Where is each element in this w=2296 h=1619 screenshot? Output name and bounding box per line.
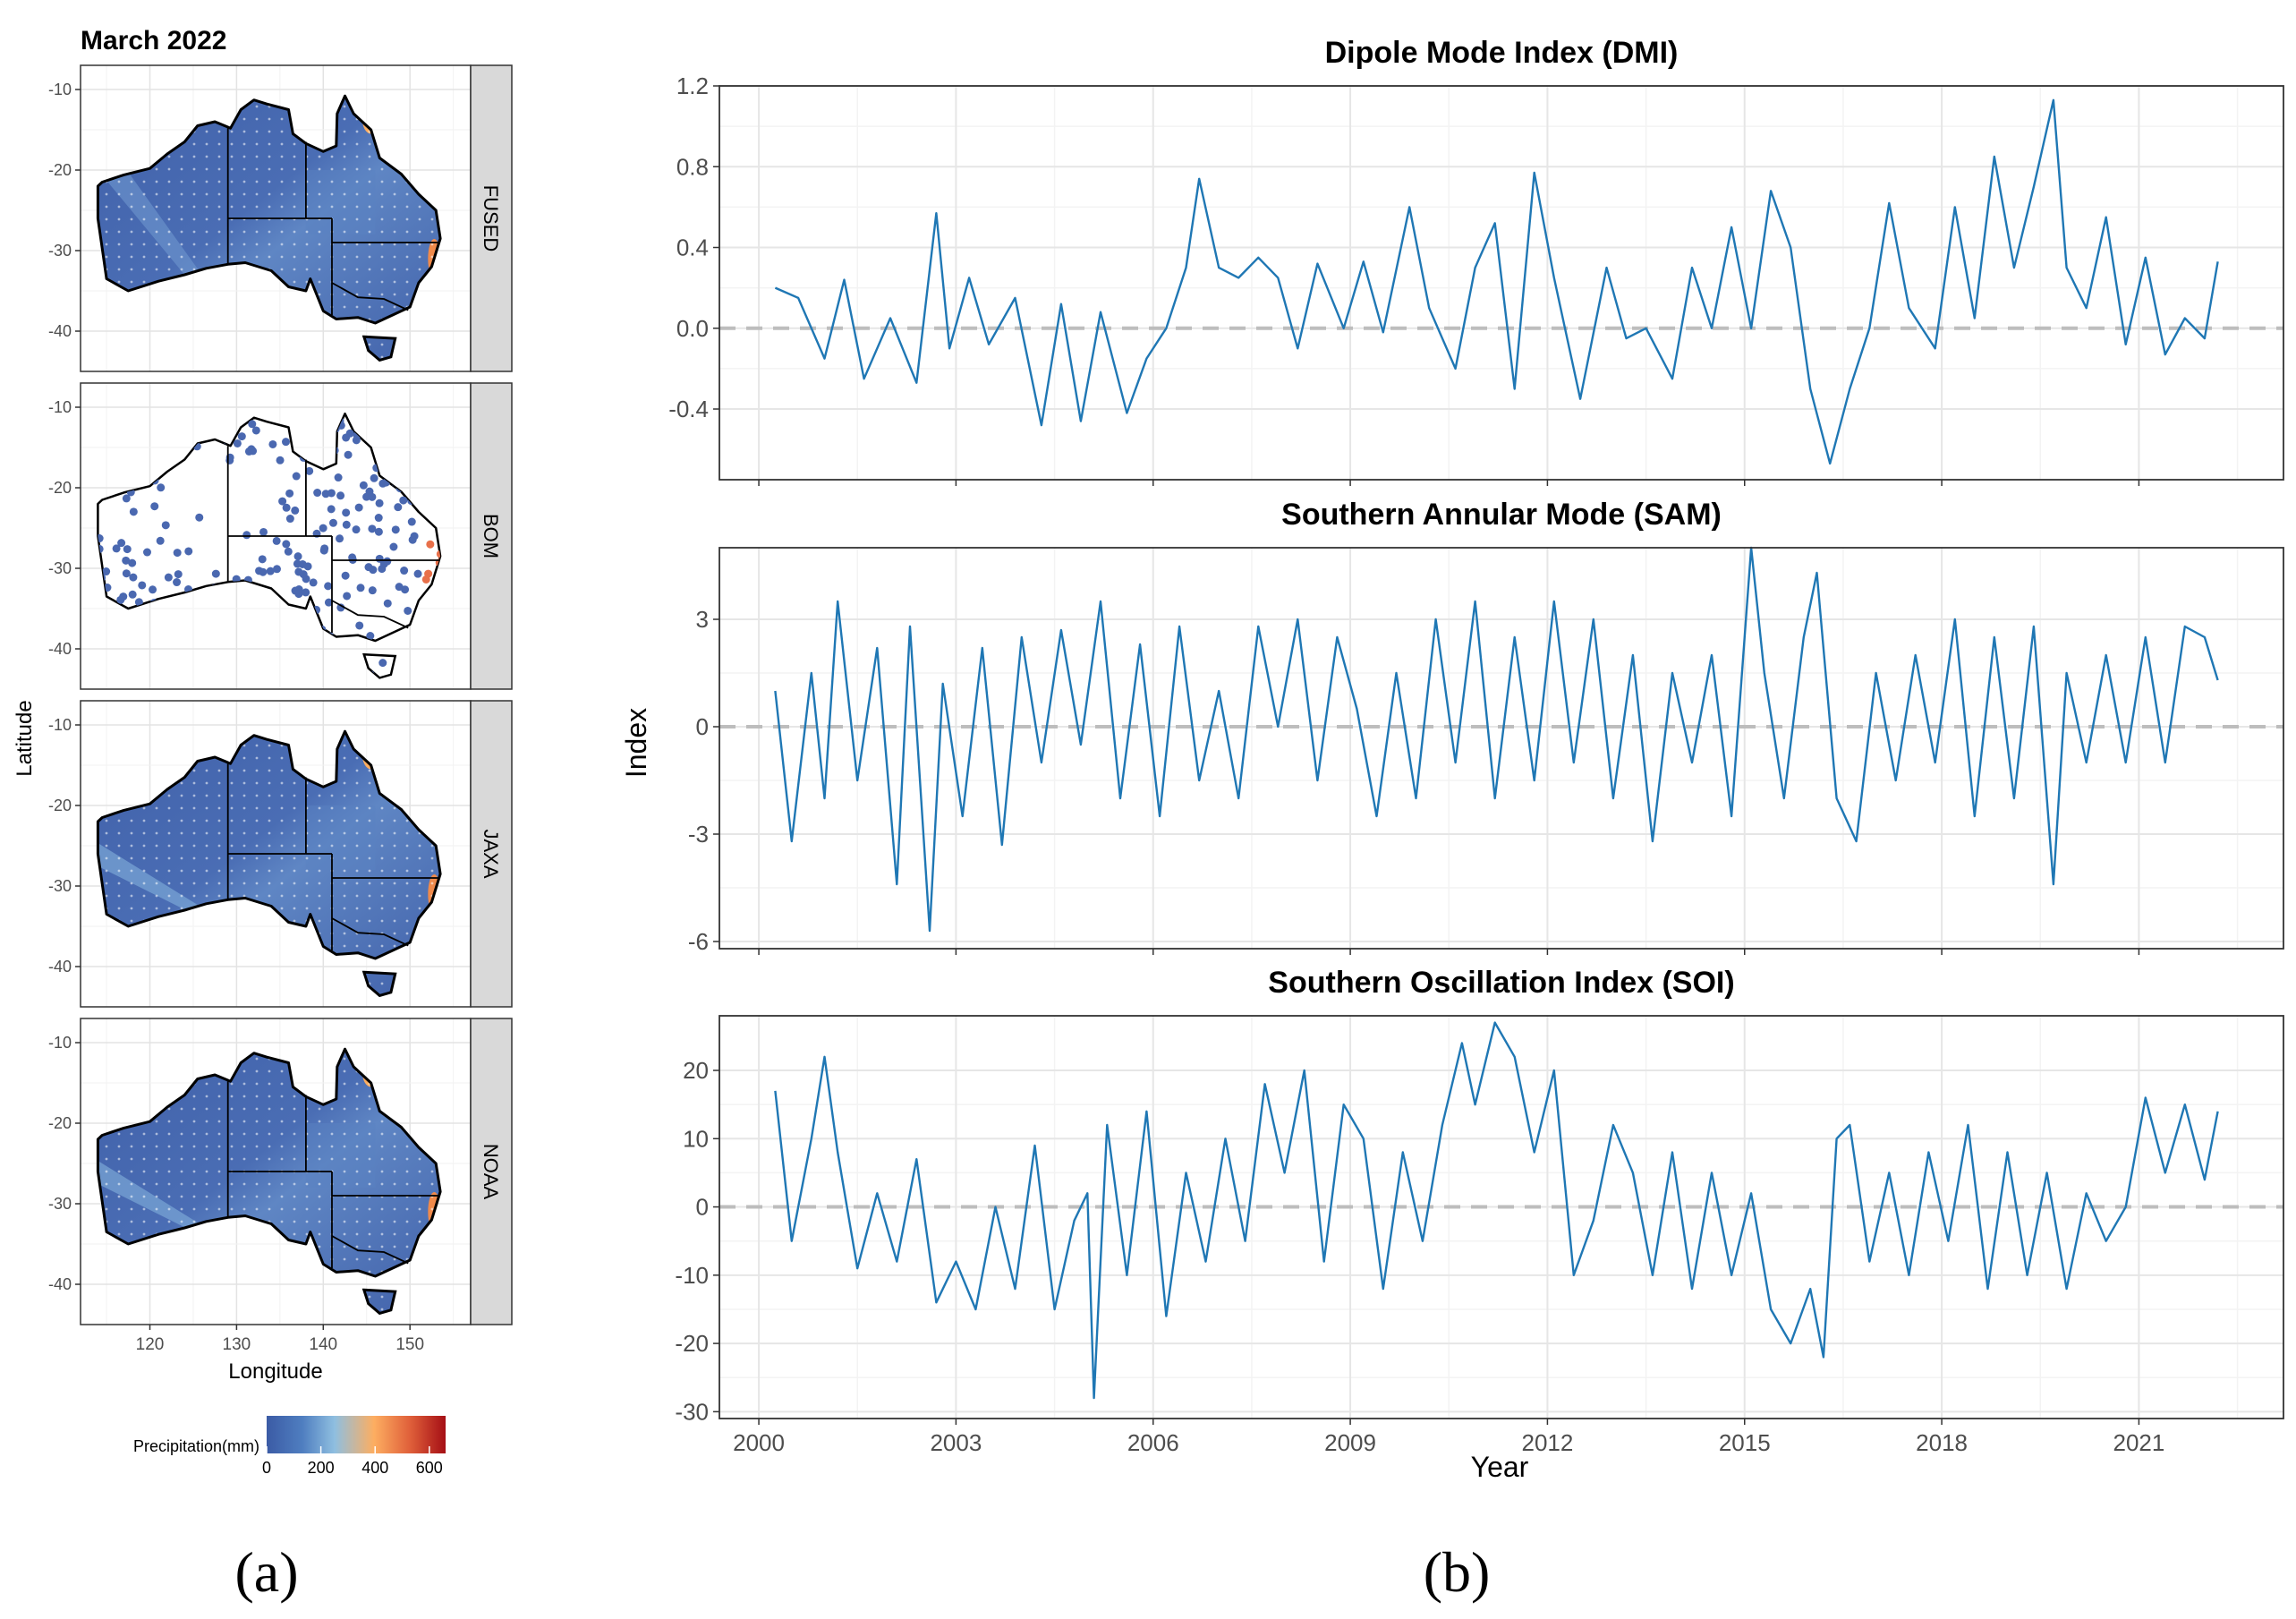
year-tick-label: 2018	[1916, 1429, 1968, 1456]
y-tick-label: -10	[675, 1262, 709, 1289]
facet-strip	[470, 64, 513, 372]
legend-tick-label: 200	[308, 1459, 335, 1477]
panel-b: Dipole Mode Index (DMI) -0.4 0.0 0.4 0.8 1.2 S…	[620, 36, 2284, 1604]
australia-outline	[96, 729, 442, 960]
longitude-tick-label: 150	[395, 1335, 424, 1354]
y-tick-label: 3	[696, 606, 709, 633]
longitude-tick-label: 130	[223, 1335, 251, 1354]
longitude-label: Longitude	[228, 1359, 322, 1384]
line-panel-title: Southern Annular Mode (SAM)	[1281, 498, 1722, 532]
panel-a: March 2022 FUSED -10 -20 -30 -40 BOM -10 -20 -30…	[13, 26, 513, 1604]
y-tick-label: 0	[696, 713, 709, 740]
state-borders	[226, 1081, 440, 1268]
state-borders	[226, 763, 440, 950]
line-panel-3: Southern Oscillation Index (SOI) -30 -20 -1…	[675, 966, 2284, 1456]
year-tick-label: 2021	[2113, 1429, 2164, 1456]
legend-colorbar	[267, 1416, 446, 1453]
latitude-tick-label: -30	[48, 1195, 72, 1213]
y-tick-label: 10	[683, 1125, 709, 1152]
facet-stack: FUSED -10 -20 -30 -40 BOM -10 -20 -30 -40 JAXA -10 -…	[48, 64, 513, 1325]
facet-jaxa: JAXA -10 -20 -30 -40	[48, 700, 513, 1008]
facet-label: NOAA	[480, 1144, 502, 1200]
latitude-tick-label: -20	[48, 797, 72, 814]
latitude-tick-label: -10	[48, 1034, 72, 1052]
longitude-tick-label: 120	[136, 1335, 165, 1354]
facet-strip	[470, 382, 513, 690]
latitude-tick-label: -30	[48, 877, 72, 895]
caption-a: (a)	[234, 1540, 298, 1604]
australia-outline	[96, 94, 442, 325]
series-line	[774, 98, 2219, 465]
latitude-tick-label: -10	[48, 81, 72, 98]
facet-strip	[470, 1018, 513, 1325]
latitude-tick-label: -40	[48, 322, 72, 340]
panel-a-title: March 2022	[81, 26, 226, 55]
legend-title: Precipitation(mm)	[133, 1437, 259, 1455]
y-tick-label: 0	[696, 1194, 709, 1221]
state-borders	[226, 128, 440, 315]
year-axis-label: Year	[1471, 1451, 1529, 1483]
latitude-tick-label: -40	[48, 1275, 72, 1293]
y-tick-label: -0.4	[668, 396, 709, 422]
year-tick-label: 2009	[1324, 1429, 1376, 1456]
y-tick-label: -20	[675, 1330, 709, 1357]
year-tick-label: 2006	[1127, 1429, 1179, 1456]
latitude-tick-label: -20	[48, 1114, 72, 1132]
y-tick-label: -30	[675, 1398, 709, 1425]
facet-fused: FUSED -10 -20 -30 -40	[48, 64, 513, 372]
latitude-tick-label: -20	[48, 161, 72, 179]
state-borders	[226, 446, 440, 633]
legend-tick-label: 0	[262, 1459, 271, 1477]
y-tick-label: -6	[688, 928, 709, 955]
facet-strip	[470, 700, 513, 1008]
latitude-tick-label: -10	[48, 716, 72, 734]
year-tick-label: 2015	[1719, 1429, 1771, 1456]
y-tick-label: 0.8	[676, 153, 709, 180]
latitude-tick-label: -40	[48, 640, 72, 658]
longitude-ticks: 120 130 140 150	[136, 1325, 424, 1354]
line-panels: Dipole Mode Index (DMI) -0.4 0.0 0.4 0.8 1.2 S…	[668, 36, 2284, 1456]
year-tick-label: 2000	[733, 1429, 785, 1456]
precip-legend: Precipitation(mm) 0 200 400 600	[133, 1416, 446, 1477]
facet-bom: BOM -10 -20 -30 -40	[48, 382, 513, 690]
latitude-label: Latitude	[13, 700, 37, 776]
y-tick-label: 1.2	[676, 72, 709, 99]
series-line	[774, 1021, 2219, 1400]
facet-label: JAXA	[480, 829, 502, 878]
latitude-tick-label: -20	[48, 479, 72, 497]
line-panel-title: Dipole Mode Index (DMI)	[1325, 36, 1679, 70]
line-panel-title: Southern Oscillation Index (SOI)	[1268, 966, 1734, 1000]
facet-label: BOM	[480, 514, 502, 558]
facet-noaa: NOAA -10 -20 -30 -40	[48, 1018, 513, 1325]
index-axis-label: Index	[620, 708, 652, 778]
year-tick-label: 2003	[930, 1429, 982, 1456]
legend-tick-label: 600	[416, 1459, 443, 1477]
australia-outline	[96, 1047, 442, 1278]
y-tick-label: 20	[683, 1057, 709, 1084]
longitude-tick-label: 140	[309, 1335, 337, 1354]
facet-label: FUSED	[480, 185, 502, 252]
year-tick-label: 2012	[1521, 1429, 1573, 1456]
legend-tick-label: 400	[361, 1459, 388, 1477]
caption-b: (b)	[1424, 1540, 1491, 1604]
latitude-tick-label: -30	[48, 559, 72, 577]
latitude-tick-label: -40	[48, 958, 72, 976]
y-tick-label: 0.4	[676, 234, 709, 261]
y-tick-label: -3	[688, 821, 709, 848]
latitude-tick-label: -30	[48, 242, 72, 260]
latitude-tick-label: -10	[48, 398, 72, 416]
line-panel-1: Dipole Mode Index (DMI) -0.4 0.0 0.4 0.8 1.2	[668, 36, 2284, 486]
y-tick-label: 0.0	[676, 315, 709, 342]
line-panel-2: Southern Annular Mode (SAM) -6 -3 0 3	[688, 498, 2284, 955]
series-line	[774, 546, 2219, 933]
